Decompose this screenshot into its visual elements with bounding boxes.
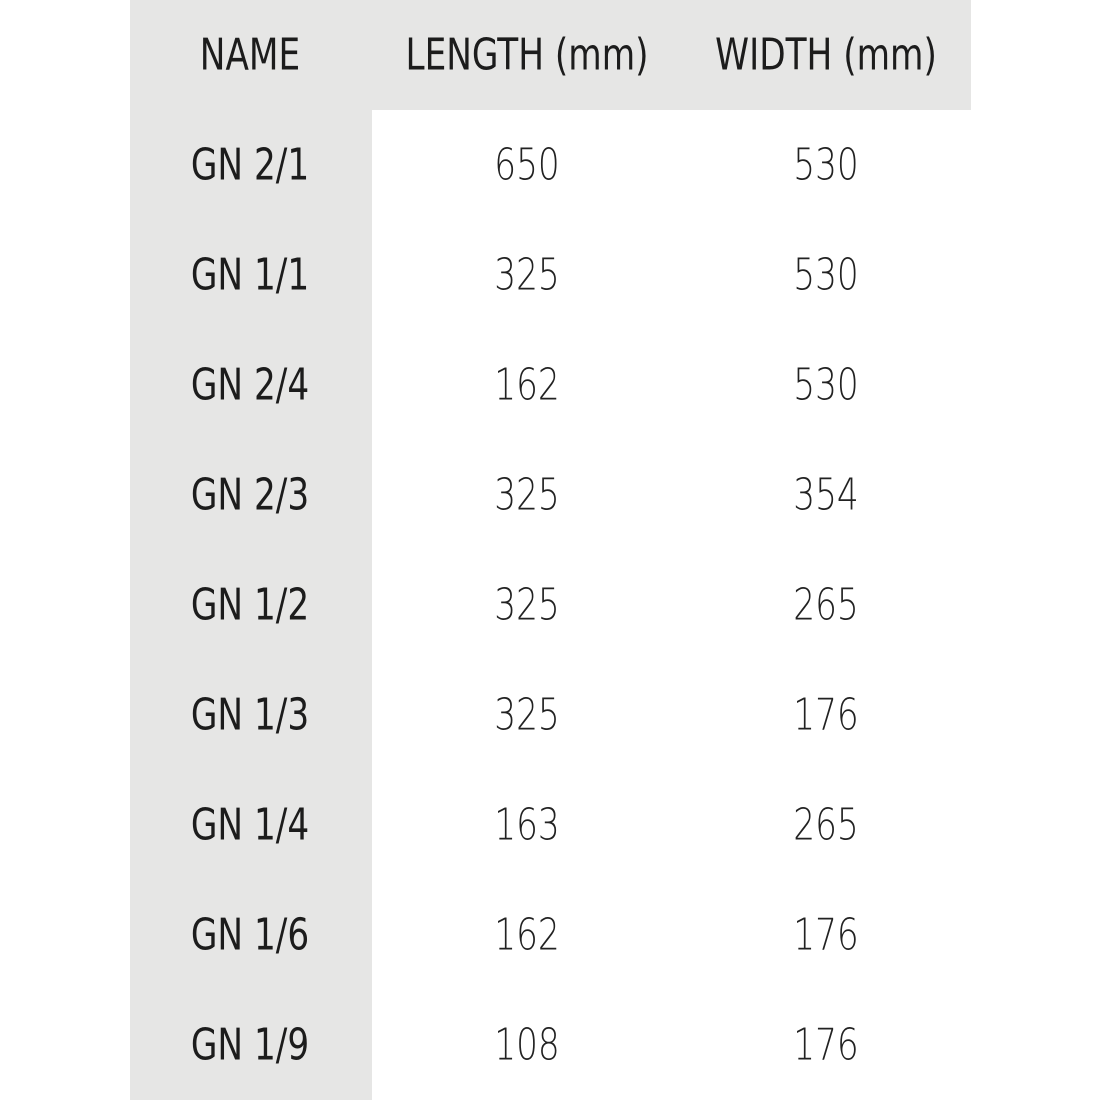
cell-value: 162 (494, 910, 559, 961)
row-name: GN 2/1 (191, 140, 309, 191)
cell-value: 108 (494, 1020, 559, 1071)
cell-value: 176 (793, 910, 858, 961)
row-name: GN 1/2 (191, 580, 309, 631)
cell-value: 325 (494, 690, 559, 741)
column-header: NAME (200, 30, 300, 81)
cell-value: 354 (793, 470, 858, 521)
cell-value: 176 (793, 1020, 858, 1071)
name-column-band (130, 0, 372, 1100)
cell-value: 325 (494, 250, 559, 301)
row-name: GN 2/4 (191, 360, 309, 411)
row-name: GN 1/3 (191, 690, 309, 741)
cell-value: 530 (793, 250, 858, 301)
row-name: GN 1/1 (191, 250, 309, 301)
cell-value: 325 (494, 470, 559, 521)
row-name: GN 1/6 (191, 910, 309, 961)
cell-value: 650 (494, 140, 559, 191)
cell-value: 530 (793, 140, 858, 191)
cell-value: 162 (494, 360, 559, 411)
column-header: LENGTH (mm) (405, 30, 648, 81)
cell-value: 163 (494, 800, 559, 851)
cell-value: 265 (793, 580, 858, 631)
cell-value: 265 (793, 800, 858, 851)
row-name: GN 2/3 (191, 470, 309, 521)
column-header: WIDTH (mm) (715, 30, 937, 81)
cell-value: 176 (793, 690, 858, 741)
cell-value: 530 (793, 360, 858, 411)
row-name: GN 1/9 (191, 1020, 309, 1071)
cell-value: 325 (494, 580, 559, 631)
row-name: GN 1/4 (191, 800, 309, 851)
